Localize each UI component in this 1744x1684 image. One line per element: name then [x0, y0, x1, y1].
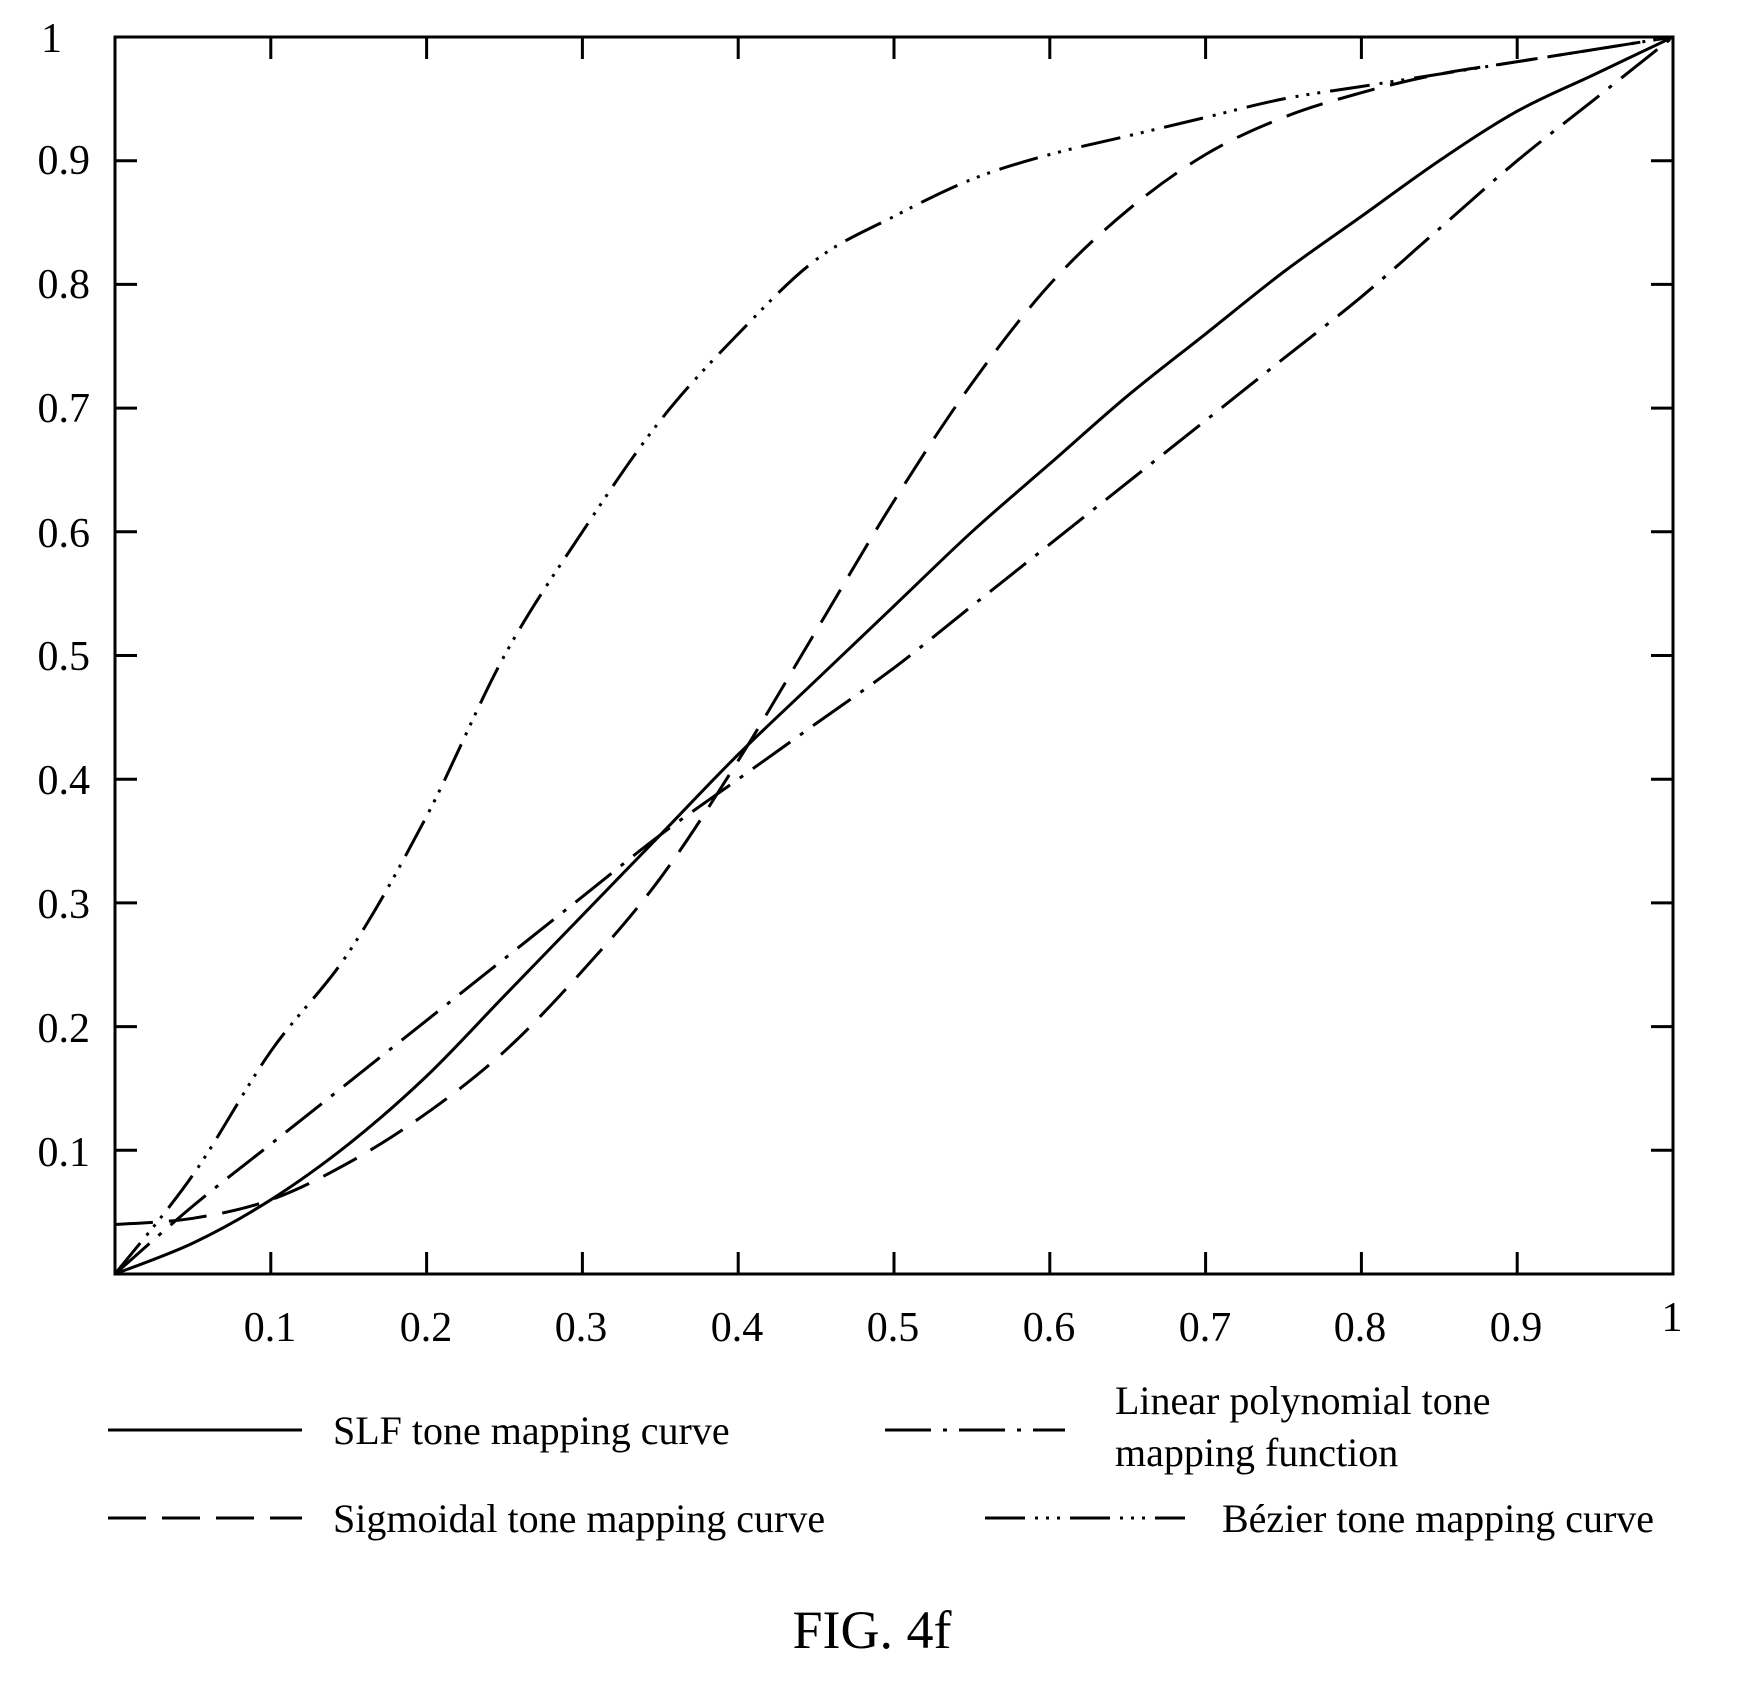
series-line-sigmoidal	[114, 35, 1674, 1226]
legend-label-bezier: Bézier tone mapping curve	[1222, 1496, 1654, 1541]
x-tick-label-0-3: 0.3	[555, 1305, 608, 1351]
y-tick-label-1: 1	[41, 16, 62, 62]
series-line-slf	[114, 35, 1674, 1276]
legend: SLF tone mapping curve Linear polynomial…	[108, 1378, 1654, 1541]
x-tick-label-0-5: 0.5	[867, 1305, 920, 1351]
x-tick-label-0-6: 0.6	[1023, 1305, 1076, 1351]
x-axis-ticks	[269, 37, 1675, 1274]
y-tick-label-0-9: 0.9	[38, 138, 91, 184]
figure-caption: FIG. 4f	[793, 1600, 952, 1660]
series-line-bezier	[113, 35, 1674, 1275]
y-tick-label-0-8: 0.8	[38, 262, 91, 308]
y-tick-label-0-6: 0.6	[38, 511, 91, 557]
x-tick-label-0-4: 0.4	[711, 1305, 764, 1351]
y-tick-label-0-4: 0.4	[38, 758, 91, 804]
x-tick-label-0-8: 0.8	[1334, 1305, 1387, 1351]
plot-frame	[113, 35, 1675, 1276]
series-line-linear-polynomial	[114, 35, 1674, 1276]
x-tick-label-1: 1	[1662, 1295, 1683, 1341]
y-tick-label-0-3: 0.3	[38, 882, 91, 928]
legend-label-linear-2: mapping function	[1115, 1430, 1398, 1475]
x-tick-label-0-2: 0.2	[400, 1305, 453, 1351]
x-tick-label-0-7: 0.7	[1179, 1305, 1232, 1351]
series-layer	[113, 35, 1674, 1276]
legend-label-slf: SLF tone mapping curve	[333, 1408, 730, 1453]
y-tick-label-0-2: 0.2	[38, 1006, 91, 1052]
y-tick-label-0-7: 0.7	[38, 386, 91, 432]
x-tick-label-0-9: 0.9	[1490, 1305, 1543, 1351]
x-tick-label-0-1: 0.1	[244, 1305, 297, 1351]
y-tick-label-0-1: 0.1	[38, 1130, 91, 1176]
y-tick-label-0-5: 0.5	[38, 634, 91, 680]
legend-label-linear-1: Linear polynomial tone	[1115, 1378, 1490, 1423]
y-axis-ticks	[115, 35, 1673, 1152]
legend-label-sigmoid: Sigmoidal tone mapping curve	[333, 1496, 825, 1541]
